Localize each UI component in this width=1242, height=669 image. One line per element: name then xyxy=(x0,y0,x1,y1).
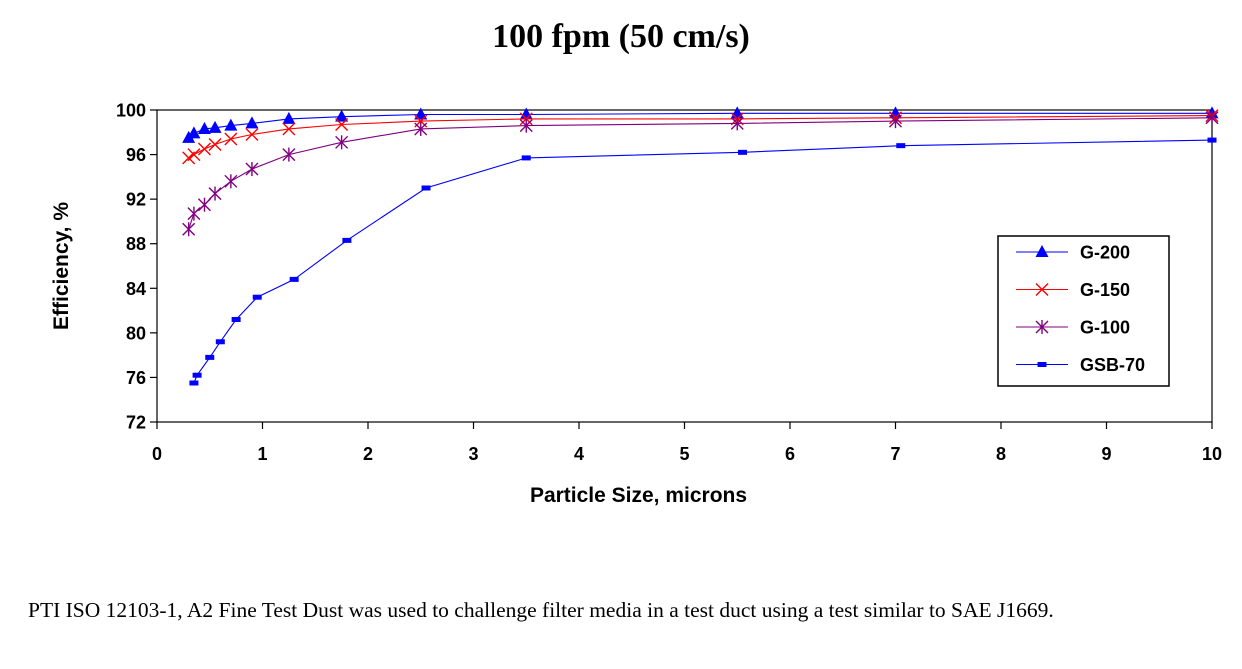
y-tick-label: 76 xyxy=(126,368,146,388)
legend-box xyxy=(997,235,1170,387)
legend-marker xyxy=(1035,320,1049,334)
y-tick-label: 96 xyxy=(126,145,146,165)
y-tick-label: 80 xyxy=(126,323,146,343)
data-point xyxy=(289,276,299,282)
x-tick-label: 9 xyxy=(1101,444,1111,464)
marker-stroke xyxy=(224,132,238,146)
data-point xyxy=(335,109,349,122)
legend-label: G-200 xyxy=(1080,243,1130,263)
data-point xyxy=(1207,137,1217,143)
data-point xyxy=(187,206,201,221)
y-axis-label: Efficiency, % xyxy=(50,202,73,330)
data-point xyxy=(197,197,211,212)
y-tick-label: 72 xyxy=(126,413,146,433)
chart-title: 100 fpm (50 cm/s) xyxy=(492,18,750,55)
legend-label: GSB-70 xyxy=(1080,355,1145,375)
x-tick-label: 7 xyxy=(890,444,900,464)
x-tick-label: 6 xyxy=(785,444,795,464)
data-point xyxy=(414,121,428,136)
data-point xyxy=(421,185,431,191)
data-point xyxy=(335,135,349,150)
x-tick-label: 0 xyxy=(152,444,162,464)
legend-label: G-100 xyxy=(1080,318,1130,338)
y-tick-label: 84 xyxy=(126,279,146,299)
data-point xyxy=(889,114,902,129)
marker-stroke xyxy=(282,122,296,136)
data-point xyxy=(208,120,222,133)
x-axis-label: Particle Size, microns xyxy=(530,484,747,507)
data-point xyxy=(224,132,238,146)
x-tick-label: 4 xyxy=(574,444,584,464)
x-tick-label: 5 xyxy=(679,444,689,464)
legend-item: G-200 xyxy=(1016,243,1130,263)
data-point xyxy=(245,116,259,129)
data-point xyxy=(187,148,201,162)
data-point xyxy=(197,142,211,156)
data-point xyxy=(192,372,202,378)
legend-marker xyxy=(1035,245,1049,257)
y-tick-label: 88 xyxy=(126,234,146,254)
data-point xyxy=(189,380,199,386)
marker-stroke xyxy=(245,128,259,142)
data-point xyxy=(730,116,744,131)
x-tick-label: 2 xyxy=(363,444,373,464)
series-g-200 xyxy=(182,106,1219,143)
data-point xyxy=(205,354,215,360)
data-point xyxy=(245,128,259,142)
data-point xyxy=(342,237,352,243)
data-point xyxy=(282,122,296,136)
marker-stroke xyxy=(335,117,349,131)
chart-caption: PTI ISO 12103-1, A2 Fine Test Dust was u… xyxy=(28,598,1054,622)
data-point xyxy=(738,149,748,155)
data-point xyxy=(224,174,238,189)
data-point xyxy=(282,147,296,162)
x-tick-label: 8 xyxy=(996,444,1006,464)
data-point xyxy=(521,155,531,161)
data-point xyxy=(231,316,241,322)
series-line xyxy=(188,117,1213,230)
series-gsb-70 xyxy=(189,137,1217,386)
x-tick-label: 10 xyxy=(1202,444,1222,464)
marker-stroke xyxy=(1035,283,1049,296)
marker-stroke xyxy=(208,138,222,152)
legend-item: G-150 xyxy=(1016,280,1130,300)
data-point xyxy=(414,107,428,120)
y-tick-label: 92 xyxy=(126,190,146,210)
x-tick-label: 3 xyxy=(468,444,478,464)
data-point xyxy=(282,111,296,124)
legend-label: G-150 xyxy=(1080,280,1130,300)
marker-stroke xyxy=(187,148,201,162)
data-point xyxy=(519,118,533,133)
data-point xyxy=(252,294,262,300)
data-point xyxy=(245,162,259,177)
legend-item: GSB-70 xyxy=(1016,355,1145,375)
chart-axes: 72 76 80 84 88 92 96 100 0 1 2 3 4 5 6 7 8 9 10 Particle Si… xyxy=(50,101,1222,508)
data-point xyxy=(187,126,201,139)
marker-stroke xyxy=(197,142,211,156)
data-point xyxy=(215,339,225,345)
data-point xyxy=(1205,110,1219,125)
chart-legend: G-200 G-150 G-100 GSB-70 xyxy=(997,235,1170,387)
series-g-100 xyxy=(182,110,1219,237)
data-point xyxy=(208,186,222,201)
data-point xyxy=(182,222,196,237)
data-point xyxy=(335,117,349,131)
data-point xyxy=(208,138,222,152)
data-point xyxy=(224,118,238,131)
y-tick-label: 100 xyxy=(116,101,146,121)
legend-item: G-100 xyxy=(1016,318,1130,338)
chart-series xyxy=(182,106,1219,386)
x-tick-label: 1 xyxy=(257,444,267,464)
legend-marker xyxy=(1035,283,1049,296)
data-point xyxy=(896,143,906,149)
data-point xyxy=(197,121,211,134)
legend-marker xyxy=(1037,362,1047,367)
